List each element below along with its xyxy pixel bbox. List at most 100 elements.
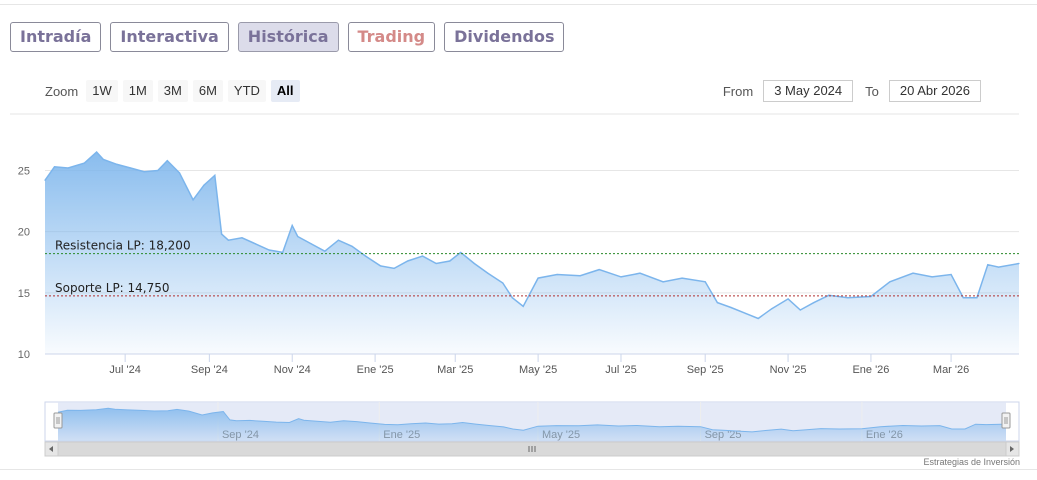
data-point: [83, 162, 85, 164]
data-point: [987, 264, 989, 266]
to-label: To: [865, 83, 879, 99]
zoom-6m-button[interactable]: 6M: [192, 80, 223, 102]
data-point: [241, 237, 243, 239]
data-point: [297, 235, 299, 238]
data-point: [435, 262, 437, 265]
data-point: [351, 245, 353, 247]
data-point: [704, 281, 706, 283]
resistance-label: Resistencia LP: 18,200: [55, 239, 191, 253]
x-tick-label: Mar '26: [933, 364, 969, 376]
data-point: [950, 273, 952, 276]
x-tick-label: Jul '24: [109, 364, 140, 376]
tab-interactiva[interactable]: Interactiva: [110, 22, 229, 52]
data-point: [364, 255, 367, 257]
data-point: [962, 297, 964, 299]
data-point: [998, 266, 1000, 268]
data-point: [220, 233, 223, 235]
data-point: [214, 174, 216, 176]
data-point: [379, 265, 382, 267]
bottom-divider: [0, 469, 1037, 470]
data-point: [799, 309, 801, 311]
data-point: [579, 275, 581, 277]
to-date-input[interactable]: 20 Abr 2026: [888, 80, 981, 102]
data-point: [639, 272, 641, 274]
data-point: [324, 250, 326, 252]
y-tick-label: 15: [18, 288, 30, 300]
data-point: [268, 249, 270, 251]
data-point: [203, 184, 205, 186]
zoom-label: Zoom: [45, 83, 79, 99]
data-point: [537, 277, 539, 279]
data-point: [912, 272, 914, 274]
data-point: [393, 267, 395, 269]
data-point: [522, 305, 524, 307]
data-point: [787, 298, 789, 300]
from-label: From: [722, 83, 754, 99]
support-label: Soporte LP: 14,750: [55, 281, 170, 295]
data-point: [502, 282, 504, 284]
data-point: [976, 297, 978, 299]
tab-historica[interactable]: Histórica: [237, 22, 339, 52]
data-point: [460, 251, 462, 254]
data-point: [620, 276, 622, 278]
x-tick-label: Sep '24: [191, 364, 228, 376]
data-point: [129, 167, 132, 169]
data-point: [598, 268, 600, 271]
price-area: [45, 152, 1019, 354]
data-point: [422, 255, 424, 257]
scroll-right-arrow-icon: [1010, 446, 1014, 452]
handle-body: [1001, 412, 1011, 429]
data-point: [67, 167, 69, 169]
data-point: [473, 262, 475, 265]
data-point: [681, 277, 683, 279]
data-point: [116, 163, 118, 165]
navigator-right-handle[interactable]: [1001, 412, 1011, 429]
data-point: [254, 243, 257, 245]
navigator-scrollbar[interactable]: [44, 441, 1020, 457]
data-point: [931, 276, 933, 278]
data-point: [192, 199, 194, 201]
data-point: [730, 306, 732, 309]
data-point: [282, 251, 284, 254]
x-tick-label: Ene '25: [357, 364, 394, 376]
zoom-selector: Zoom 1W 1M 3M 6M YTD All: [45, 80, 300, 102]
data-point: [96, 151, 98, 153]
data-point: [310, 243, 312, 245]
scroll-left-arrow-icon: [49, 446, 53, 452]
y-tick-label: 20: [18, 227, 30, 239]
data-point: [157, 169, 159, 172]
x-tick-label: Jul '25: [605, 364, 636, 376]
y-tick-label: 25: [18, 165, 30, 177]
data-point: [291, 224, 293, 227]
x-tick-label: May '25: [519, 364, 557, 376]
data-point: [227, 239, 229, 241]
date-range: From 3 May 2024 To 20 Abr 2026: [723, 80, 981, 102]
handle-body: [53, 412, 63, 429]
chart-credit: Estrategias de Inversión: [923, 457, 1020, 467]
data-point: [44, 179, 46, 181]
data-point: [716, 302, 719, 304]
data-point: [1018, 262, 1020, 265]
data-point: [53, 166, 56, 168]
tab-intradia[interactable]: Intradía: [10, 22, 102, 52]
zoom-3m-button[interactable]: 3M: [157, 80, 188, 102]
top-divider: [0, 4, 1037, 5]
x-tick-label: Nov '24: [274, 364, 311, 376]
tab-dividendos[interactable]: Dividendos: [444, 22, 565, 52]
data-point: [449, 260, 451, 262]
data-point: [847, 297, 849, 299]
zoom-1m-button[interactable]: 1M: [122, 80, 153, 102]
zoom-ytd-button[interactable]: YTD: [227, 80, 266, 102]
data-point: [407, 260, 409, 262]
data-point: [813, 302, 815, 304]
data-point: [556, 273, 558, 276]
data-point: [745, 313, 747, 315]
from-date-input[interactable]: 3 May 2024: [763, 80, 854, 102]
navigator-left-handle[interactable]: [53, 412, 63, 429]
zoom-all-button[interactable]: All: [270, 80, 300, 102]
tab-trading[interactable]: Trading: [347, 22, 436, 52]
view-tabs: Intradía Interactiva Histórica Trading D…: [10, 22, 565, 52]
zoom-1w-button[interactable]: 1W: [86, 80, 118, 102]
data-point: [337, 239, 340, 241]
